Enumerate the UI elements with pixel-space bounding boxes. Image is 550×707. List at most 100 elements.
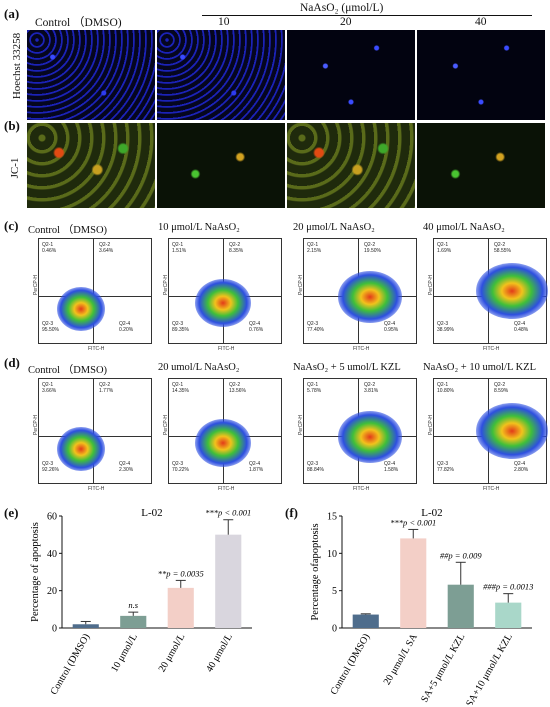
treatment-line <box>202 15 532 16</box>
flow_c-plot-0: Q2-1 0.46% Q2-2 3.64% Q2-3 95.50% Q2-4 0.20… <box>38 238 152 344</box>
flow-y-axis-label: PerCP-H <box>298 414 305 436</box>
bar-0 <box>72 624 99 628</box>
quadrant-q4-value: Q2-4 0.20% <box>119 321 134 333</box>
flow-y-axis-label: PerCP-H <box>163 274 170 296</box>
flow-y-axis-label: PerCP-H <box>298 274 305 296</box>
x-tick-label-0: Control (DMSO) <box>329 632 373 697</box>
quadrant-q3-value: Q2-3 77.40% <box>307 321 324 333</box>
bar-2 <box>167 587 194 628</box>
header-dose-10: 10 <box>218 16 230 28</box>
bar-2 <box>447 584 474 628</box>
annotation-1: ***p < 0.001 <box>390 517 436 527</box>
quadrant-q2-value: Q2-2 19.50% <box>364 242 381 254</box>
flow-y-axis-label: PerCP-H <box>428 414 435 436</box>
quadrant-q1-value: Q2-1 2.15% <box>307 242 322 254</box>
quadrant-q2-value: Q2-2 3.64% <box>99 242 114 254</box>
chart-f: L-02 0 5 10 15 Percentage ofapoptosis Control … <box>310 507 533 705</box>
quadrant-q1-value: Q2-1 0.46% <box>42 242 57 254</box>
panel-label-c: (c) <box>4 218 19 233</box>
panel-label-f: (f) <box>285 505 298 520</box>
quadrant-q3-value: Q2-3 89.35% <box>172 321 189 333</box>
cell-density-cloud <box>338 271 402 323</box>
chart-title: L-02 <box>141 507 162 519</box>
y-tick-label: 10 <box>327 549 337 560</box>
bar-1 <box>400 538 427 628</box>
y-tick-label: 0 <box>52 624 57 635</box>
quadrant-q4-value: Q2-4 2.30% <box>119 461 134 473</box>
quadrant-q4-value: Q2-4 0.76% <box>249 321 264 333</box>
x-tick-label-2: SA+5 μmol/L KZL <box>419 632 467 704</box>
flow-y-axis-label: PerCP-H <box>163 414 170 436</box>
header-dose-40: 40 <box>475 16 487 28</box>
panel-label-b: (b) <box>4 118 20 133</box>
y-tick-label: 40 <box>47 549 57 560</box>
header-treatment: NaAsO₂ (μmol/L) <box>300 2 384 14</box>
bar-0 <box>352 614 379 628</box>
flow-x-axis-label: FITC-H <box>218 346 235 352</box>
quadrant-q2-value: Q2-2 8.59% <box>494 382 509 394</box>
row-label-hoechst: Hoechst 33258 <box>11 32 23 100</box>
x-tick-label-3: 40 μmol/L <box>204 632 235 674</box>
annotation-3: ***p < 0.001 <box>205 508 251 518</box>
panel-label-e: (e) <box>4 505 19 520</box>
quadrant-q1-value: Q2-1 14.35% <box>172 382 189 394</box>
cell-density-cloud <box>195 419 251 467</box>
flow-x-axis-label: FITC-H <box>218 486 235 492</box>
flow_c-title-2: 20 μmol/L NaAsO₂ <box>293 222 375 233</box>
bar-3 <box>495 602 522 628</box>
annotation-2: **p = 0.0035 <box>158 568 204 578</box>
y-axis-label: Percentage of apoptosis <box>30 522 41 622</box>
quadrant-q4-value: Q2-4 0.95% <box>384 321 399 333</box>
header-control: Control （DMSO) <box>35 17 122 29</box>
flow_c-plot-2: Q2-1 2.15% Q2-2 19.50% Q2-3 77.40% Q2-4 0.9… <box>303 238 417 344</box>
annotation-3: ###p = 0.0013 <box>483 582 533 592</box>
y-tick-label: 0 <box>332 624 337 635</box>
row-label-jc1: JC-1 <box>9 157 21 179</box>
quadrant-q4-value: Q2-4 1.58% <box>384 461 399 473</box>
quadrant-q2-value: Q2-2 58.55% <box>494 242 511 254</box>
flow-x-axis-label: FITC-H <box>353 486 370 492</box>
annotation-2: ##p = 0.009 <box>440 550 483 560</box>
flow-x-axis-label: FITC-H <box>483 486 500 492</box>
hoechst-image-20 <box>287 30 415 120</box>
flow_c-plot-3: Q2-1 1.69% Q2-2 58.55% Q2-3 38.99% Q2-4 0.4… <box>433 238 548 344</box>
hoechst-image-10 <box>157 30 285 120</box>
x-tick-label-3: SA+10 μmol/L KZL <box>464 632 515 705</box>
quadrant-q3-value: Q2-3 95.50% <box>42 321 59 333</box>
flow_d-title-3: NaAsO₂ + 10 umol/L KZL <box>423 362 537 373</box>
x-tick-label-0: Control (DMSO) <box>49 632 93 697</box>
header-dose-20: 20 <box>340 16 352 28</box>
jc1-image-control <box>27 123 155 208</box>
panel-label-d: (d) <box>4 355 20 370</box>
jc1-image-40 <box>417 123 545 208</box>
hoechst-image-control <box>27 30 155 120</box>
quadrant-q1-value: Q2-1 1.69% <box>437 242 452 254</box>
flow_d-title-1: 20 umol/L NaAsO₂ <box>158 362 240 373</box>
flow_c-plot-1: Q2-1 1.51% Q2-2 8.35% Q2-3 89.35% Q2-4 0.76… <box>168 238 282 344</box>
quadrant-q1-value: Q2-1 5.78% <box>307 382 322 394</box>
flow-x-axis-label: FITC-H <box>483 346 500 352</box>
quadrant-q2-value: Q2-2 1.77% <box>99 382 114 394</box>
quadrant-q3-value: Q2-3 92.26% <box>42 461 59 473</box>
cell-density-cloud <box>195 279 251 327</box>
y-tick-label: 60 <box>47 512 57 523</box>
flow_c-title-1: 10 μmol/L NaAsO₂ <box>158 222 240 233</box>
panel-label-a: (a) <box>4 6 20 21</box>
flow-y-axis-label: PerCP-H <box>428 274 435 296</box>
flow-x-axis-label: FITC-H <box>88 486 105 492</box>
cell-density-cloud <box>338 411 402 463</box>
flow_d-title-0: Control （DMSO) <box>28 365 108 376</box>
y-tick-label: 20 <box>47 586 57 597</box>
flow-y-axis-label: PerCP-H <box>33 274 40 296</box>
x-tick-label-1: 20 μmol/L SA <box>382 631 421 687</box>
x-tick-label-2: 20 μmol/L <box>157 632 188 674</box>
chart-title: L-02 <box>421 507 442 519</box>
flow-x-axis-label: FITC-H <box>88 346 105 352</box>
quadrant-q2-value: Q2-2 8.35% <box>229 242 244 254</box>
flow-y-axis-label: PerCP-H <box>33 414 40 436</box>
chart-e: L-02 0 20 40 60 Percentage of apoptosis Contro… <box>30 507 252 697</box>
flow_d-title-2: NaAsO₂ + 5 umol/L KZL <box>293 362 401 373</box>
annotation-1: n.s <box>128 600 138 610</box>
flow_d-plot-1: Q2-1 14.35% Q2-2 13.56% Q2-3 70.22% Q2-4 1.… <box>168 378 282 484</box>
flow_d-plot-2: Q2-1 5.78% Q2-2 3.81% Q2-3 88.84% Q2-4 1.58… <box>303 378 417 484</box>
